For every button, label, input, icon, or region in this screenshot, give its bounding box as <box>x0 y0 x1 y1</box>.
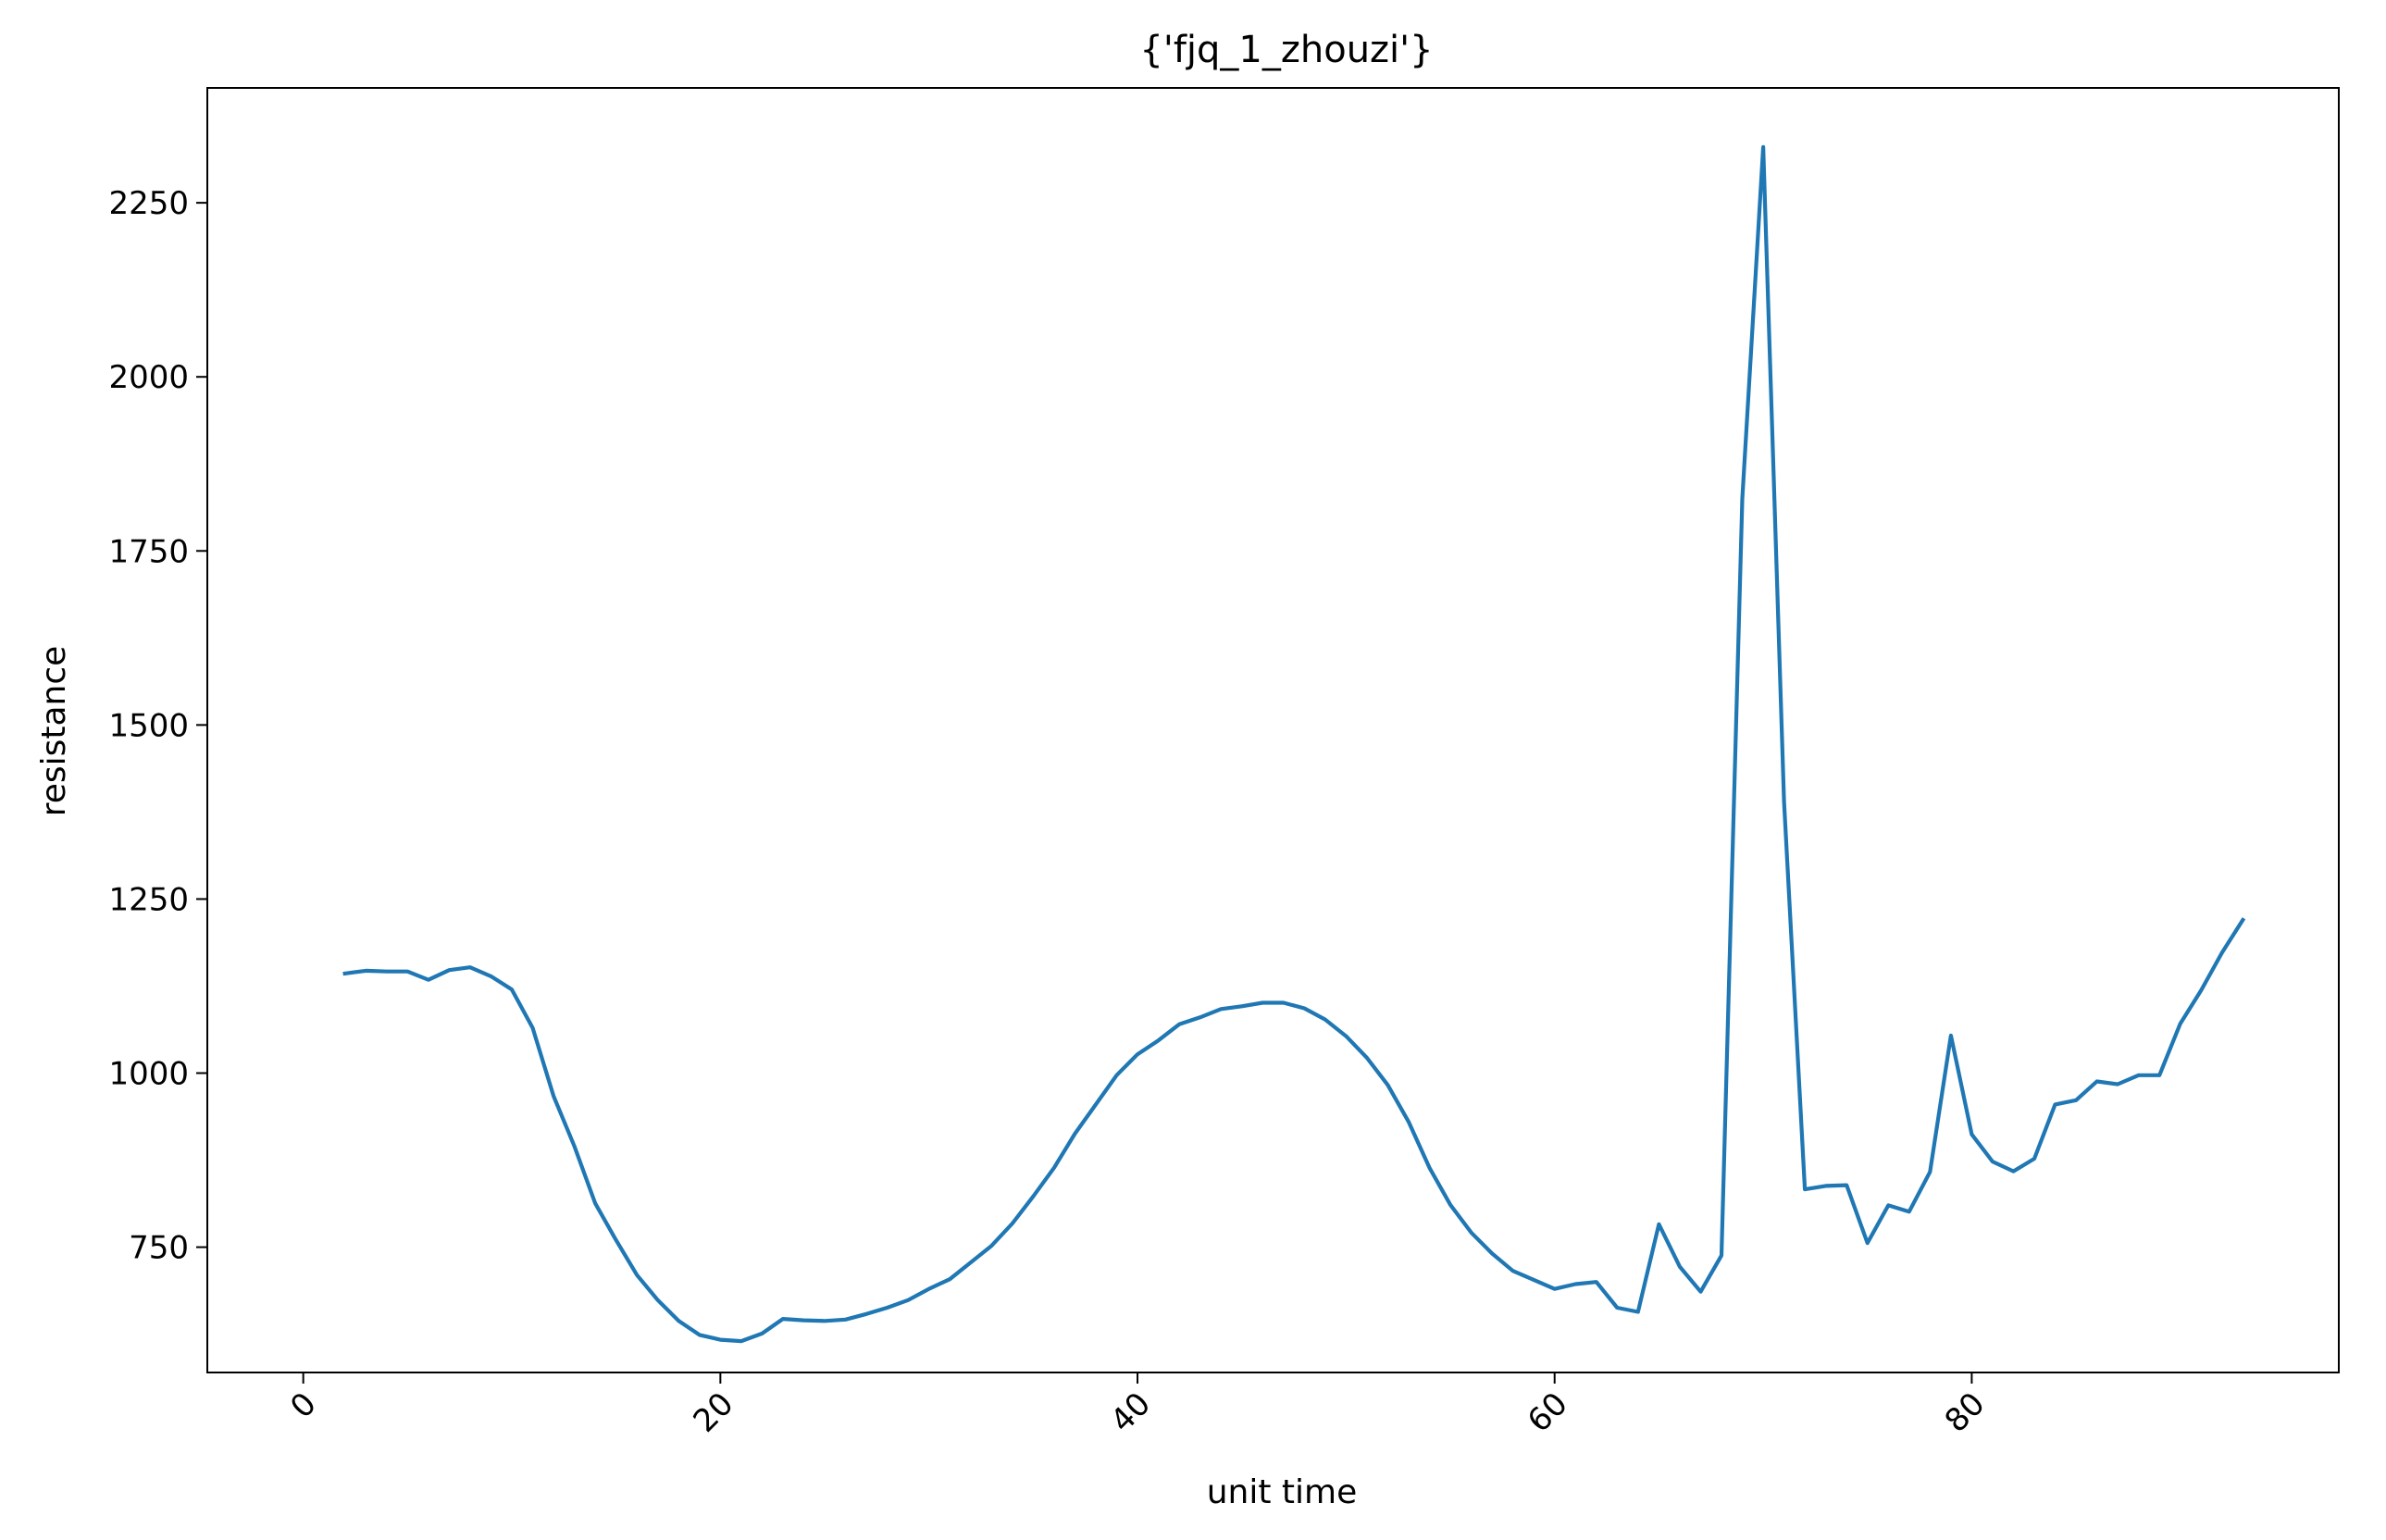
y-axis-label: resistance <box>35 646 73 817</box>
y-tick-label: 1250 <box>108 881 189 918</box>
y-tick-label: 2000 <box>108 359 189 396</box>
chart-title: {'fjq_1_zhouzi'} <box>1139 29 1433 71</box>
y-tick-label: 1500 <box>108 707 189 744</box>
y-axis: 750 1000 1250 1500 1750 2000 2250 <box>108 185 207 1267</box>
x-axis-label: unit time <box>1207 1473 1358 1511</box>
y-tick-label: 1000 <box>108 1056 189 1093</box>
series-line-0 <box>342 144 2246 1344</box>
plot-area <box>342 144 2246 1344</box>
plot-frame <box>206 87 2340 1373</box>
y-tick-label: 1750 <box>108 533 189 570</box>
y-tick-label: 750 <box>129 1230 189 1267</box>
y-tick-label: 2250 <box>108 185 189 222</box>
